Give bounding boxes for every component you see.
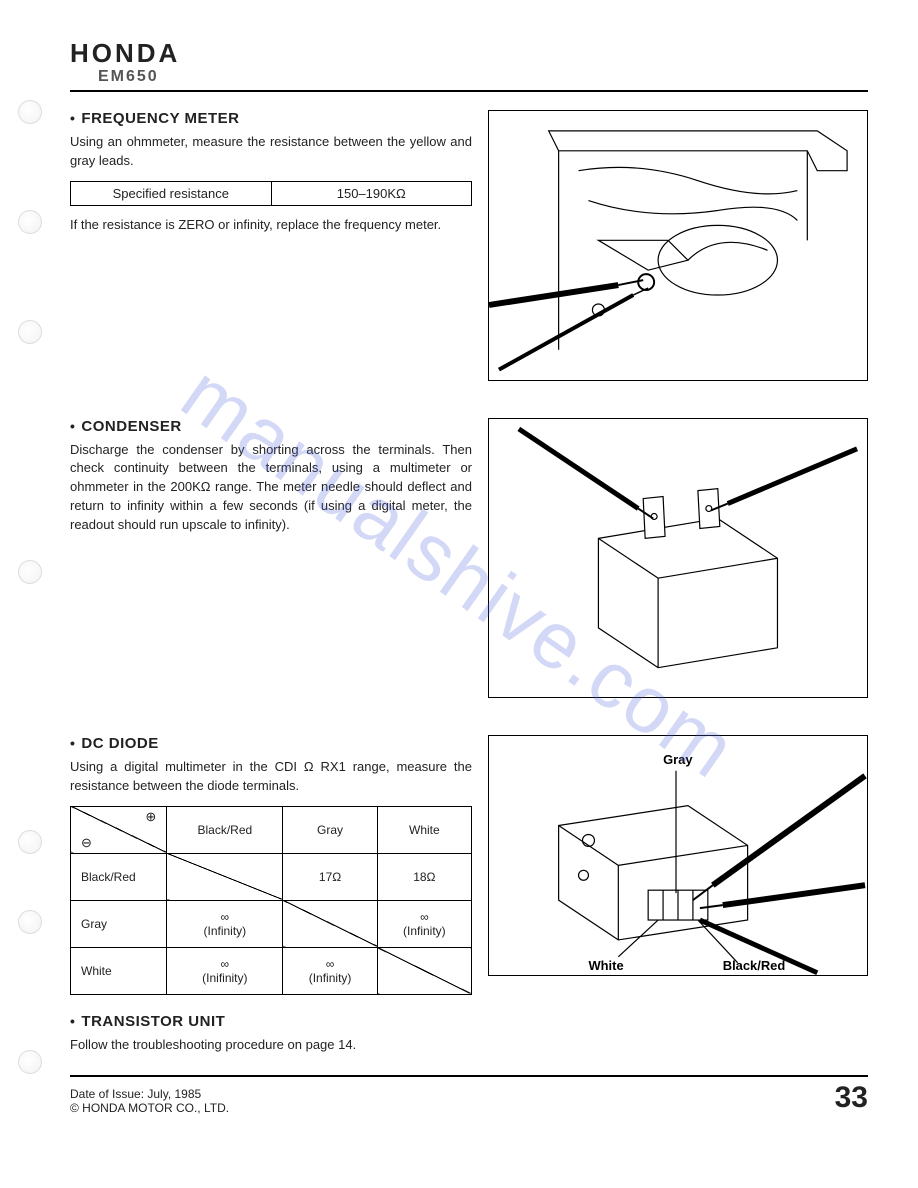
diode-table: ⊕ ⊖ Black/Red Gray White Black/Red 17Ω 1… bbox=[70, 806, 472, 995]
page-footer: Date of Issue: July, 1985 © HONDA MOTOR … bbox=[70, 1077, 868, 1115]
illustration-diode: Gray White Black/Red bbox=[488, 735, 868, 976]
callout-blackred: Black/Red bbox=[723, 958, 786, 973]
cell-value: ∞ (Inifinity) bbox=[167, 947, 283, 994]
minus-symbol: ⊖ bbox=[81, 835, 92, 851]
section-transistor: TRANSISTOR UNIT Follow the troubleshooti… bbox=[70, 1013, 868, 1055]
section-title: CONDENSER bbox=[70, 418, 472, 435]
section-title: TRANSISTOR UNIT bbox=[70, 1013, 868, 1030]
section-title: DC DIODE bbox=[70, 735, 472, 752]
issue-date: Date of Issue: July, 1985 bbox=[70, 1087, 229, 1101]
spec-value: 150–190KΩ bbox=[271, 181, 472, 205]
body-text: Follow the troubleshooting procedure on … bbox=[70, 1036, 868, 1055]
plus-symbol: ⊕ bbox=[145, 809, 156, 825]
binder-holes bbox=[18, 0, 48, 1145]
row-header: Gray bbox=[71, 900, 167, 947]
copyright: © HONDA MOTOR CO., LTD. bbox=[70, 1101, 229, 1115]
cell-na bbox=[377, 947, 471, 994]
cell-na bbox=[167, 853, 283, 900]
model-name: EM650 bbox=[98, 68, 868, 86]
row-header: Black/Red bbox=[71, 853, 167, 900]
body-text: Using an ohmmeter, measure the resistanc… bbox=[70, 133, 472, 171]
row-header: White bbox=[71, 947, 167, 994]
cell-value: ∞ (Infinity) bbox=[283, 947, 377, 994]
section-diode: DC DIODE Using a digital multimeter in t… bbox=[70, 735, 868, 995]
cell-value: 17Ω bbox=[283, 853, 377, 900]
cell-na bbox=[283, 900, 377, 947]
illustration-condenser bbox=[488, 418, 868, 699]
page-header: HONDA EM650 bbox=[70, 40, 868, 92]
body-text: If the resistance is ZERO or infinity, r… bbox=[70, 216, 472, 235]
col-header: White bbox=[377, 806, 471, 853]
body-text: Using a digital multimeter in the CDI Ω … bbox=[70, 758, 472, 796]
cell-value: ∞ (Infinity) bbox=[377, 900, 471, 947]
spec-table: Specified resistance 150–190KΩ bbox=[70, 181, 472, 206]
manual-page: manualshive.com HONDA EM650 FREQUENCY ME… bbox=[0, 0, 918, 1145]
body-text: Discharge the condenser by shorting acro… bbox=[70, 441, 472, 535]
col-header: Black/Red bbox=[167, 806, 283, 853]
cell-value: ∞ (Infinity) bbox=[167, 900, 283, 947]
brand-logo: HONDA bbox=[70, 40, 868, 66]
section-condenser: CONDENSER Discharge the condenser by sho… bbox=[70, 418, 868, 704]
callout-gray: Gray bbox=[663, 752, 693, 767]
section-title: FREQUENCY METER bbox=[70, 110, 472, 127]
page-number: 33 bbox=[835, 1081, 868, 1115]
spec-label: Specified resistance bbox=[71, 181, 272, 205]
illustration-frequency bbox=[488, 110, 868, 381]
col-header: Gray bbox=[283, 806, 377, 853]
cell-value: 18Ω bbox=[377, 853, 471, 900]
section-frequency: FREQUENCY METER Using an ohmmeter, measu… bbox=[70, 110, 868, 386]
callout-white: White bbox=[588, 958, 623, 973]
